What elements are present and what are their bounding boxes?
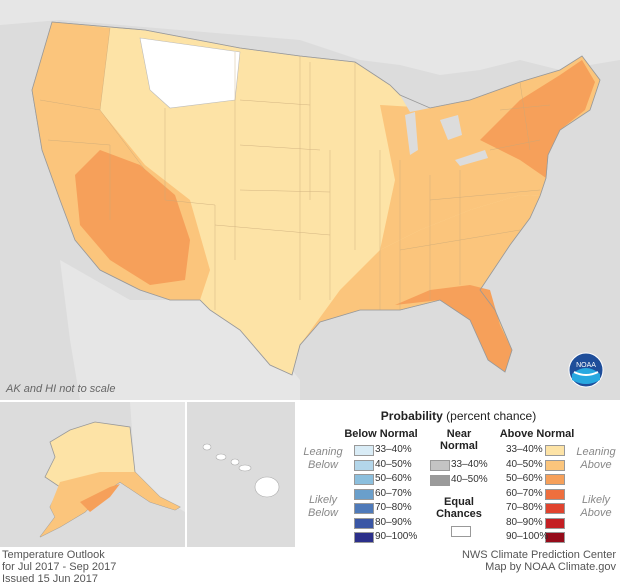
equal-chances-swatch xyxy=(451,526,471,537)
lake-huron xyxy=(440,115,462,140)
legend-title: Probability (percent chance) xyxy=(297,409,620,423)
mexico-land xyxy=(60,260,300,400)
above-normal-swatch xyxy=(545,532,565,543)
above-normal-label: 33–40% xyxy=(506,444,543,455)
above-normal-swatch xyxy=(545,517,565,529)
above-normal-heading: Above Normal xyxy=(499,428,575,440)
above-normal-label: 60–70% xyxy=(506,487,543,499)
hawaii-islands xyxy=(202,443,280,498)
credit-map: Map by NOAA Climate.gov xyxy=(485,561,616,573)
above-normal-label: 40–50% xyxy=(506,458,543,470)
leaning-below-label: Leaning Below xyxy=(303,446,343,471)
above-normal-swatch xyxy=(545,503,565,514)
below-normal-label: 70–80% xyxy=(375,502,412,513)
alaska-50-60-area xyxy=(80,484,120,512)
below-normal-swatch xyxy=(354,488,374,500)
noaa-logo: NOAA xyxy=(568,352,604,388)
alaska-map-graphic xyxy=(39,402,185,538)
gulf-50-60-area xyxy=(395,285,512,372)
below-normal-swatch xyxy=(354,459,374,471)
footer-right: NWS Climate Prediction Center Map by NOA… xyxy=(462,549,616,573)
below-normal-label: 50–60% xyxy=(375,473,412,484)
alaska-inset xyxy=(0,402,185,547)
outline-period: for Jul 2017 - Sep 2017 xyxy=(2,561,117,573)
below-normal-swatch xyxy=(354,532,374,543)
footer-left: Temperature Outlook for Jul 2017 - Sep 2… xyxy=(2,549,116,585)
canada-land xyxy=(0,0,620,75)
near-normal-heading: Near Normal xyxy=(440,428,478,452)
scale-note: AK and HI not to scale xyxy=(6,383,116,395)
lake-erie xyxy=(455,150,488,166)
below-normal-swatch xyxy=(354,517,374,529)
noaa-logo-icon: NOAA xyxy=(568,352,604,388)
outline-title: Temperature Outlook xyxy=(2,549,105,561)
below-normal-heading: Below Normal xyxy=(344,428,418,440)
near-normal-label: 40–50% xyxy=(451,473,488,485)
hawaii-inset xyxy=(187,402,295,547)
above-normal-swatch xyxy=(545,474,565,485)
lake-michigan xyxy=(405,112,418,155)
alaska-40-50-area xyxy=(40,472,180,537)
legend-title-rest: (percent chance) xyxy=(442,409,537,423)
leaning-above-label: Leaning Above xyxy=(576,446,616,471)
equal-chances-area xyxy=(139,37,241,109)
hawaii-map-graphic xyxy=(202,443,280,498)
equal-chances-heading: Equal Chances xyxy=(436,496,482,520)
above-normal-label: 80–90% xyxy=(506,516,543,528)
noaa-logo-text: NOAA xyxy=(576,362,596,369)
issue-date: Issued 15 Jun 2017 xyxy=(2,573,99,585)
credit-cpc: NWS Climate Prediction Center xyxy=(461,549,616,561)
above-normal-label: 70–80% xyxy=(506,502,543,513)
above-normal-swatch xyxy=(545,445,565,456)
state-boundaries xyxy=(39,27,551,310)
near-normal-swatch xyxy=(430,460,450,471)
below-normal-label: 33–40% xyxy=(375,444,412,455)
below-normal-label: 80–90% xyxy=(375,516,412,528)
above-normal-label: 90–100% xyxy=(506,531,549,542)
conus-map-graphic xyxy=(0,0,620,400)
lake-superior xyxy=(400,88,440,112)
below-normal-swatch xyxy=(354,445,374,456)
below-normal-label: 40–50% xyxy=(375,458,412,470)
below-normal-swatch xyxy=(354,503,374,514)
canada-inset-land xyxy=(130,402,185,512)
conus-map: AK and HI not to scale xyxy=(0,0,620,400)
northeast-50-60-area xyxy=(480,60,595,178)
below-normal-label: 60–70% xyxy=(375,487,412,499)
southwest-50-60-area xyxy=(75,150,190,285)
below-normal-label: 90–100% xyxy=(375,531,418,542)
below-normal-swatch xyxy=(354,474,374,485)
legend-title-bold: Probability xyxy=(380,409,443,423)
likely-below-label: Likely Below xyxy=(308,494,338,519)
above-normal-label: 50–60% xyxy=(506,473,543,484)
legend: Probability (percent chance) Below Norma… xyxy=(297,402,620,547)
likely-above-label: Likely Above xyxy=(580,494,612,519)
near-normal-label: 33–40% xyxy=(451,459,488,470)
near-normal-swatch xyxy=(430,474,450,486)
us-outline xyxy=(31,21,601,376)
above-normal-swatch xyxy=(545,459,565,471)
above-normal-swatch xyxy=(545,488,565,500)
